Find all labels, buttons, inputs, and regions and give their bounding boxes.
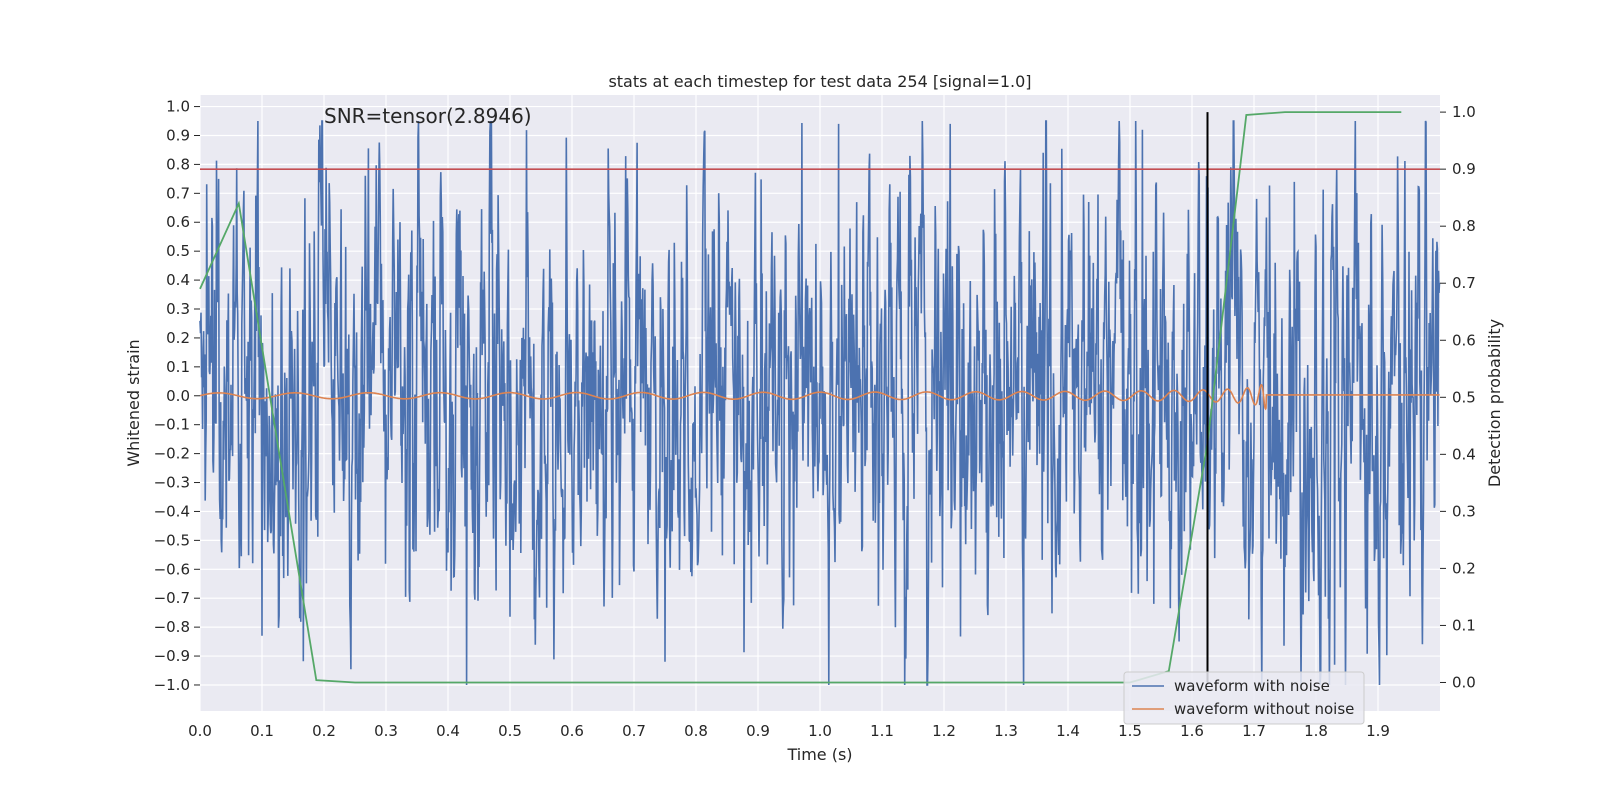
- y-left-tick-label: −0.8: [154, 618, 190, 636]
- y-right-tick-label: 0.8: [1452, 217, 1476, 235]
- x-axis-label: Time (s): [786, 745, 852, 764]
- y-left-tick-label: −0.2: [154, 445, 190, 463]
- legend-label-noisy: waveform with noise: [1174, 677, 1330, 695]
- y-left-tick-label: 0.9: [166, 126, 190, 144]
- y-right-tick-label: 0.6: [1452, 331, 1476, 349]
- x-tick-label: 1.4: [1056, 722, 1080, 740]
- y-left-tick-label: −1.0: [154, 676, 190, 694]
- y-left-tick-label: 0.1: [166, 358, 190, 376]
- legend-box: [1123, 671, 1365, 725]
- y-left-tick-label: 0.2: [166, 329, 190, 347]
- y-left-tick-label: −0.5: [154, 531, 190, 549]
- y-left-tick-label: 0.3: [166, 300, 190, 318]
- x-tick-label: 0.1: [250, 722, 274, 740]
- series-waveform-with-noise: [199, 120, 1441, 686]
- legend: waveform with noise waveform without noi…: [1123, 671, 1365, 725]
- chart-title: stats at each timestep for test data 254…: [608, 72, 1031, 91]
- x-tick-label: 0.2: [312, 722, 336, 740]
- x-tick-label: 0.7: [622, 722, 646, 740]
- x-tick-label: 1.0: [808, 722, 832, 740]
- x-tick-label: 1.9: [1366, 722, 1390, 740]
- x-axis-ticks: 0.0 0.1 0.2 0.3 0.4 0.5 0.6 0.7 0.8 0.9 1.0 1.1 1.2 1…: [188, 722, 1390, 740]
- y-left-tick-label: −0.4: [154, 502, 190, 520]
- x-tick-label: 0.0: [188, 722, 212, 740]
- x-tick-label: 1.1: [870, 722, 894, 740]
- x-tick-label: 1.2: [932, 722, 956, 740]
- y-right-tick-label: 0.2: [1452, 559, 1476, 577]
- y-left-tick-label: −0.1: [154, 416, 190, 434]
- snr-annotation: SNR=tensor(2.8946): [324, 104, 532, 128]
- legend-label-clean: waveform without noise: [1174, 700, 1354, 718]
- y-left-tick-label: −0.9: [154, 647, 190, 665]
- y-axis-right-ticks: 1.0 0.9 0.8 0.7 0.6 0.5 0.4 0.3 0.2 0.1 0.0: [1440, 103, 1476, 691]
- y-left-tick-label: 1.0: [166, 98, 190, 116]
- x-tick-label: 1.8: [1304, 722, 1328, 740]
- y-left-tick-label: 0.0: [166, 387, 190, 405]
- x-tick-label: 1.7: [1242, 722, 1266, 740]
- x-tick-label: 0.5: [498, 722, 522, 740]
- x-tick-label: 1.5: [1118, 722, 1142, 740]
- y-right-tick-label: 0.4: [1452, 445, 1476, 463]
- y-left-tick-label: −0.7: [154, 589, 190, 607]
- x-tick-label: 0.3: [374, 722, 398, 740]
- y-right-tick-label: 0.3: [1452, 502, 1476, 520]
- y-left-tick-label: −0.6: [154, 560, 190, 578]
- x-tick-label: 1.6: [1180, 722, 1204, 740]
- y-left-tick-label: 0.7: [166, 184, 190, 202]
- y-left-tick-label: 0.8: [166, 155, 190, 173]
- y-right-tick-label: 1.0: [1452, 103, 1476, 121]
- y-right-tick-label: 0.9: [1452, 160, 1476, 178]
- y-right-tick-label: 0.5: [1452, 388, 1476, 406]
- y-left-tick-label: −0.3: [154, 474, 190, 492]
- y-right-tick-label: 0.7: [1452, 274, 1476, 292]
- y-left-tick-label: 0.4: [166, 271, 190, 289]
- x-tick-label: 1.3: [994, 722, 1018, 740]
- y-left-tick-label: 0.5: [166, 242, 190, 260]
- x-tick-label: 0.4: [436, 722, 460, 740]
- y-right-tick-label: 0.0: [1452, 673, 1476, 691]
- series-waveform-without-noise: [199, 383, 1440, 411]
- y-left-tick-label: 0.6: [166, 213, 190, 231]
- y-axis-right-label: Detection probability: [1485, 319, 1504, 487]
- y-axis-left-label: Whitened strain: [124, 339, 143, 466]
- y-right-tick-label: 0.1: [1452, 616, 1476, 634]
- y-axis-left-ticks: 1.0 0.9 0.8 0.7 0.6 0.5 0.4 0.3 0.2 0.1 0.0 −0.1 −0.…: [154, 98, 200, 694]
- x-tick-label: 0.8: [684, 722, 708, 740]
- x-tick-label: 0.9: [746, 722, 770, 740]
- x-tick-label: 0.6: [560, 722, 584, 740]
